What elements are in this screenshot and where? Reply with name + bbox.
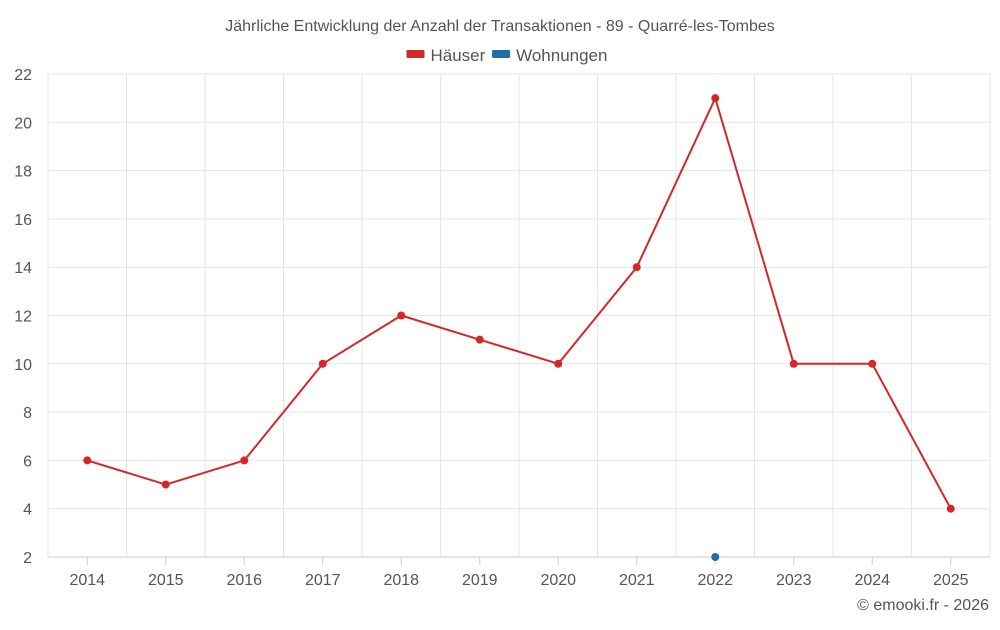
x-axis: 2014 2015 2016 2017 2018 2019 2020 2021 2022 2023…: [48, 556, 990, 589]
x-tick-label: 2017: [305, 572, 341, 589]
legend-item: Wohnungen: [492, 46, 607, 65]
legend-swatch: [492, 50, 511, 58]
legend-label: Häuser: [431, 46, 486, 65]
y-tick-label: 20: [14, 115, 32, 132]
chart-title: Jährliche Entwicklung der Anzahl der Tra…: [225, 18, 775, 35]
data-point: [475, 335, 484, 344]
x-tick-label: 2025: [933, 572, 969, 589]
y-tick-label: 16: [14, 212, 32, 229]
x-tick-label: 2019: [462, 572, 498, 589]
data-point: [318, 359, 327, 368]
data-point: [946, 504, 955, 513]
data-point: [83, 456, 92, 465]
data-point: [868, 359, 877, 368]
series-line: [86, 97, 952, 510]
data-point: [161, 480, 170, 489]
y-tick-label: 4: [23, 502, 32, 519]
x-tick-label: 2021: [619, 572, 655, 589]
legend-swatch: [406, 50, 425, 58]
y-tick-label: 18: [14, 164, 32, 181]
y-tick-label: 10: [14, 357, 32, 374]
x-tick-label: 2015: [148, 572, 184, 589]
credit-text: © emooki.fr - 2026: [857, 597, 989, 614]
y-tick-label: 14: [14, 260, 32, 277]
x-tick-label: 2018: [383, 572, 419, 589]
y-tick-label: 6: [23, 453, 32, 470]
data-point: [711, 94, 720, 103]
legend: Häuser Wohnungen: [406, 46, 607, 65]
legend-label: Wohnungen: [516, 46, 607, 65]
x-tick-label: 2022: [697, 572, 733, 589]
legend-item: Häuser: [406, 46, 486, 65]
data-point: [789, 359, 798, 368]
y-tick-label: 2: [23, 550, 32, 567]
y-tick-label: 22: [14, 67, 32, 84]
x-tick-label: 2024: [854, 572, 890, 589]
data-point: [397, 311, 406, 320]
y-tick-label: 8: [23, 405, 32, 422]
x-tick-label: 2016: [226, 572, 262, 589]
y-axis: 2 4 6 8 10 12 14 16 18 20 22: [14, 67, 32, 567]
y-tick-label: 12: [14, 309, 32, 326]
x-tick-label: 2020: [540, 572, 576, 589]
data-point: [632, 263, 641, 272]
series-layer: [83, 94, 955, 561]
grid-lines: [47, 73, 991, 557]
x-tick-label: 2014: [69, 572, 105, 589]
x-tick-label: 2023: [776, 572, 812, 589]
data-point: [554, 359, 563, 368]
data-point: [240, 456, 249, 465]
data-point: [711, 553, 720, 561]
